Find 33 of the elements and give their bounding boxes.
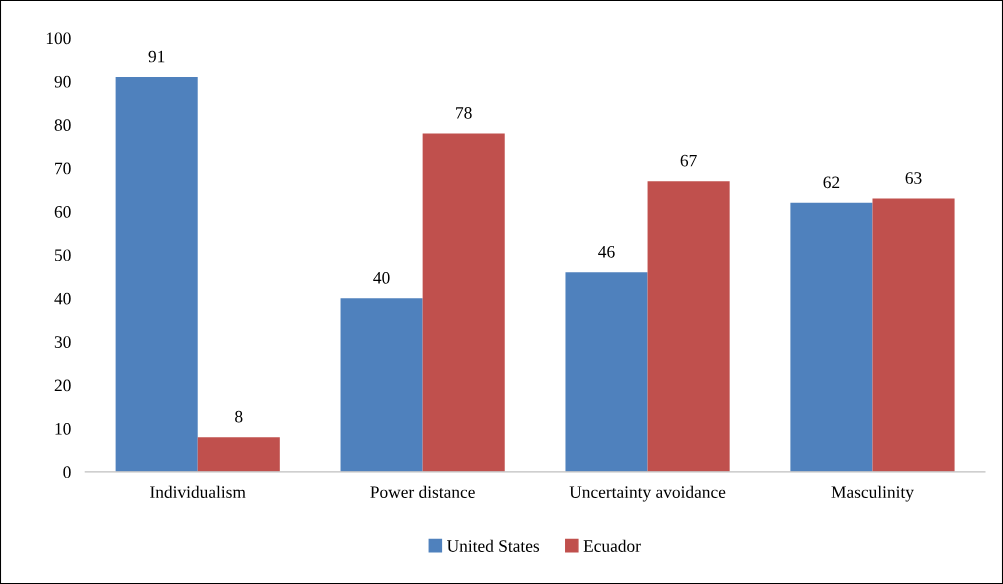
bar	[340, 298, 423, 472]
legend-label: United States	[446, 539, 540, 552]
y-tick-label: 40	[54, 292, 71, 305]
x-tick-label: Uncertainty avoidance	[569, 485, 726, 502]
y-tick-label: 50	[55, 249, 71, 262]
data-label: 67	[680, 154, 697, 167]
data-label: 62	[823, 176, 840, 189]
data-label: 91	[148, 50, 165, 63]
x-tick-label: Individualism	[150, 485, 246, 498]
bar	[422, 133, 505, 472]
y-tick-label: 90	[54, 75, 71, 88]
y-tick-label: 30	[54, 336, 71, 348]
data-label: 40	[373, 271, 390, 284]
bar	[197, 437, 280, 472]
y-tick-label: 60	[54, 206, 71, 218]
bar	[872, 198, 955, 472]
y-tick-label: 10	[55, 422, 71, 435]
data-label: 46	[598, 245, 615, 258]
bar	[565, 272, 648, 472]
bar	[790, 202, 873, 472]
bar	[647, 181, 730, 472]
x-tick-label: Power distance	[370, 485, 475, 498]
y-tick-label: 80	[54, 119, 71, 131]
y-tick-label: 20	[54, 379, 71, 392]
data-label: 63	[905, 172, 922, 184]
data-label: 78	[456, 107, 472, 119]
y-tick-label: 0	[63, 466, 71, 479]
data-label: 8	[235, 410, 243, 423]
legend-label: Ecuador	[583, 539, 641, 552]
x-tick-label: Masculinity	[831, 485, 914, 502]
bar	[115, 77, 198, 472]
y-tick-label: 100	[46, 32, 71, 45]
y-tick-label: 70	[55, 162, 71, 175]
